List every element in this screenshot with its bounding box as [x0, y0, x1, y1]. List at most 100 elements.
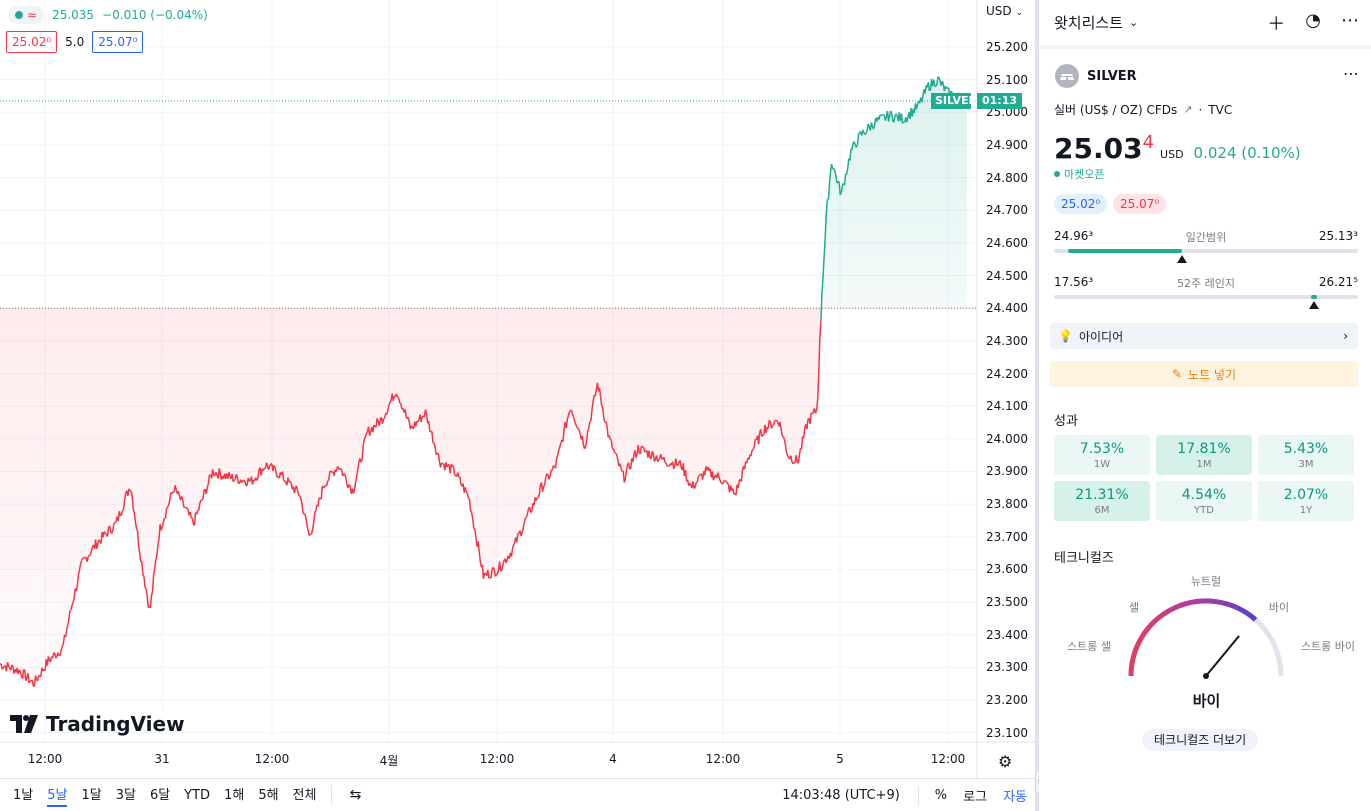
performance-value: 17.81%: [1177, 440, 1231, 457]
time-tick-label: 12:00: [930, 752, 966, 766]
performance-value: 4.54%: [1181, 486, 1227, 503]
price-tick-label: 23.200: [986, 693, 1028, 707]
pie-chart-icon[interactable]: ◔: [1305, 10, 1321, 31]
price-tick-label: 24.000: [986, 431, 1028, 446]
performance-grid: 7.53% 1W 17.81% 1M 5.43% 3M 21.31% 6M 4.54% YTD 2.…: [1054, 435, 1359, 521]
symbol-description: 실버 (US$ / OZ) CFDs ↗ · TVC: [1054, 101, 1232, 118]
technicals-gauge: 스트롱 셀 셀 뉴트럴 바이 스트롱 바이 바이: [1054, 570, 1359, 720]
range-button[interactable]: 5날: [40, 779, 74, 811]
range-button-label: 1날: [13, 787, 34, 803]
price-tick-label: 23.400: [986, 627, 1028, 642]
price-tick-label: 24.800: [986, 170, 1028, 185]
range-button[interactable]: 1날: [6, 779, 40, 811]
time-tick-label: 31: [154, 752, 170, 766]
price-chart[interactable]: [0, 0, 1035, 778]
range-button[interactable]: 5해: [251, 779, 285, 811]
bid-chip[interactable]: 25.02⁰: [1054, 194, 1108, 214]
currency-selector[interactable]: USD ⌄: [986, 4, 1023, 18]
technicals-title[interactable]: 테크니컬즈: [1054, 551, 1114, 566]
ask-chip[interactable]: 25.07⁰: [1113, 194, 1167, 214]
price-tick-label: 25.200: [986, 40, 1028, 54]
chart-settings-icon[interactable]: ⚙: [998, 752, 1013, 771]
range-button[interactable]: YTD: [177, 779, 217, 811]
range-button[interactable]: 1해: [217, 779, 251, 811]
performance-value: 2.07%: [1283, 486, 1329, 503]
day-range-low: 24.96³: [1054, 229, 1094, 243]
watchlist-panel: 왓치리스트 ⌄ ＋ ◔ ⋯ SILVER ⋯ 실버 (US$ / OZ) CFD…: [1039, 0, 1371, 811]
percent-scale-button[interactable]: %: [934, 788, 948, 803]
price-tick-label: 23.300: [986, 660, 1028, 675]
performance-period: 3M: [1298, 458, 1314, 470]
bar-countdown-tag: 01:13: [977, 93, 1022, 109]
add-note-button[interactable]: ✎ 노트 넣기: [1050, 361, 1358, 387]
external-link-icon[interactable]: ↗: [1183, 103, 1193, 116]
log-scale-button[interactable]: 로그: [963, 790, 988, 805]
logo-text: TradingView: [46, 712, 185, 736]
current-price: 25.03 4 USD 0.024 (0.10%): [1054, 132, 1301, 165]
watchlist-title[interactable]: 왓치리스트: [1054, 13, 1124, 32]
ideas-label: 아이디어: [1078, 329, 1124, 344]
chevron-down-icon: ⌄: [1015, 8, 1024, 18]
price-tick-label: 24.500: [986, 268, 1028, 283]
symbol-description-text: 실버 (US$ / OZ) CFDs: [1054, 103, 1178, 117]
time-tick-label: 4: [609, 752, 617, 766]
range-button[interactable]: 1달: [74, 779, 108, 811]
sell-price-button[interactable]: 25.02⁰: [6, 31, 58, 53]
technicals-more-button[interactable]: 테크니컬즈 더보기: [1142, 729, 1259, 751]
range-button-label: YTD: [184, 787, 211, 803]
performance-cell-1m: 17.81% 1M: [1156, 435, 1252, 475]
market-status-text: 마켓오픈: [1064, 168, 1105, 181]
gauge-label-buy: 바이: [1268, 601, 1290, 614]
last-price-symbol-tag: SILVER: [931, 93, 977, 109]
range-buttons: 1날 5날 1달 3달 6달 YTD 1해 5해 전체: [0, 779, 323, 811]
legend-price: 25.035: [52, 8, 95, 22]
chevron-right-icon: ›: [1343, 329, 1348, 343]
symbol-more-icon[interactable]: ⋯: [1343, 64, 1359, 83]
clock-display[interactable]: 14:03:48 (UTC+9): [782, 788, 900, 803]
add-symbol-icon[interactable]: ＋: [1267, 14, 1286, 35]
tradingview-logo[interactable]: TradingView: [10, 712, 185, 736]
performance-value: 7.53%: [1079, 440, 1125, 457]
bid-ask-row: 25.02⁰ 5.0 25.07⁰: [6, 31, 144, 53]
range-button-label: 5날: [47, 787, 68, 807]
range-button[interactable]: 전체: [286, 779, 324, 811]
date-range-icon[interactable]: ⇆: [349, 787, 362, 803]
time-tick-label: 12:00: [27, 752, 63, 766]
auto-scale-button[interactable]: 자동: [1003, 790, 1027, 805]
area-fill-above-baseline: [0, 76, 967, 309]
range-button-label: 5해: [258, 787, 279, 803]
toolbar-right: 14:03:48 (UTC+9) % 로그 자동: [772, 779, 1035, 811]
symbol-name[interactable]: SILVER: [1087, 68, 1137, 84]
price-tick-label: 24.900: [986, 137, 1028, 152]
range-button-label: 1해: [224, 787, 245, 803]
performance-cell-ytd: 4.54% YTD: [1156, 481, 1252, 521]
price-superscript: 4: [1142, 132, 1155, 153]
day-range-label: 일간범위: [1185, 231, 1227, 244]
chart-pane[interactable]: ≈ 25.035 −0.010 (−0.04%) 25.02⁰ 5.0 25.0…: [0, 0, 1035, 811]
more-options-icon[interactable]: ⋯: [1341, 10, 1359, 31]
price-tick-label: 24.200: [986, 366, 1028, 381]
time-tick-label: 4월: [379, 754, 399, 768]
price-tick-label: 23.100: [986, 725, 1028, 740]
buy-price-button[interactable]: 25.07⁰: [92, 31, 144, 53]
day-range-marker-icon: [1176, 255, 1187, 263]
price-tick-label: 23.900: [986, 464, 1028, 479]
price-tick-label: 24.600: [986, 235, 1028, 250]
performance-period: 6M: [1094, 504, 1110, 516]
day-range-fill: [1068, 249, 1182, 253]
price-tick-label: 24.400: [986, 301, 1028, 316]
gauge-label-neutral: 뉴트럴: [1190, 575, 1222, 588]
watchlist-actions: ＋ ◔ ⋯: [1267, 10, 1359, 36]
chevron-down-icon[interactable]: ⌄: [1129, 15, 1139, 29]
price-tick-label: 24.100: [986, 399, 1028, 414]
time-tick-label: 12:00: [254, 752, 290, 766]
watchlist-header: 왓치리스트 ⌄ ＋ ◔ ⋯: [1054, 10, 1359, 36]
price-tick-label: 24.700: [986, 203, 1028, 218]
price-tick-label: 23.700: [986, 529, 1028, 544]
ideas-button[interactable]: 💡 아이디어 ›: [1050, 323, 1358, 349]
legend-visibility-toggle[interactable]: ≈: [8, 6, 45, 24]
range-button[interactable]: 6달: [143, 779, 177, 811]
panel-divider[interactable]: [1035, 0, 1039, 811]
range-button[interactable]: 3달: [109, 779, 143, 811]
toolbar-divider: [917, 785, 919, 806]
